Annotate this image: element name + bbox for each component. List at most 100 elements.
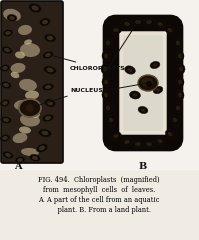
Ellipse shape (132, 93, 138, 97)
Ellipse shape (141, 78, 153, 86)
Ellipse shape (176, 90, 184, 100)
Ellipse shape (138, 75, 158, 91)
Ellipse shape (168, 132, 172, 136)
Ellipse shape (36, 144, 48, 152)
Ellipse shape (5, 31, 11, 35)
Ellipse shape (104, 92, 108, 97)
Ellipse shape (150, 61, 160, 69)
Ellipse shape (18, 25, 32, 35)
Text: CHLOROPLASTS: CHLOROPLASTS (53, 56, 126, 71)
Text: A. A part of the cell from an aquatic: A. A part of the cell from an aquatic (38, 196, 160, 204)
Text: A: A (14, 162, 22, 171)
FancyBboxPatch shape (1, 1, 63, 163)
Ellipse shape (107, 115, 115, 125)
Ellipse shape (42, 114, 54, 122)
Ellipse shape (132, 140, 144, 148)
Ellipse shape (104, 103, 112, 113)
Ellipse shape (106, 106, 110, 110)
Ellipse shape (41, 131, 49, 135)
Ellipse shape (39, 129, 51, 137)
Ellipse shape (21, 148, 39, 156)
Ellipse shape (24, 39, 32, 45)
Ellipse shape (13, 133, 27, 143)
Ellipse shape (174, 103, 182, 113)
Ellipse shape (31, 5, 38, 11)
Ellipse shape (130, 91, 140, 99)
Text: NUCLEUS: NUCLEUS (33, 88, 103, 107)
Ellipse shape (111, 132, 121, 140)
Ellipse shape (140, 108, 145, 112)
Ellipse shape (45, 116, 51, 120)
Ellipse shape (121, 138, 133, 146)
Ellipse shape (3, 29, 13, 37)
Ellipse shape (17, 158, 23, 162)
Ellipse shape (19, 99, 41, 117)
Ellipse shape (42, 20, 48, 24)
Ellipse shape (15, 51, 25, 59)
Text: plant. B. From a land plant.: plant. B. From a land plant. (47, 206, 151, 214)
Ellipse shape (106, 41, 110, 46)
Ellipse shape (0, 65, 10, 72)
Ellipse shape (102, 51, 110, 61)
Ellipse shape (0, 134, 10, 142)
Ellipse shape (102, 90, 110, 100)
Ellipse shape (5, 153, 11, 157)
Text: B: B (139, 162, 147, 171)
Ellipse shape (45, 85, 51, 89)
Ellipse shape (178, 92, 182, 97)
Ellipse shape (104, 54, 108, 59)
Ellipse shape (174, 38, 182, 48)
Ellipse shape (19, 79, 37, 91)
Ellipse shape (25, 90, 39, 100)
Ellipse shape (138, 106, 148, 114)
Ellipse shape (20, 114, 40, 126)
Ellipse shape (176, 77, 184, 87)
Ellipse shape (20, 43, 40, 57)
Ellipse shape (125, 66, 135, 74)
Ellipse shape (43, 51, 53, 59)
Ellipse shape (3, 83, 9, 87)
Ellipse shape (124, 22, 130, 26)
Ellipse shape (3, 118, 9, 122)
Ellipse shape (157, 139, 163, 143)
Ellipse shape (3, 9, 21, 21)
Ellipse shape (135, 20, 141, 24)
Ellipse shape (109, 118, 113, 122)
Ellipse shape (44, 66, 56, 74)
Ellipse shape (103, 66, 107, 72)
Ellipse shape (179, 66, 183, 72)
Ellipse shape (146, 20, 152, 24)
Ellipse shape (127, 68, 133, 72)
Ellipse shape (176, 106, 180, 110)
Ellipse shape (155, 137, 165, 145)
Ellipse shape (176, 41, 180, 46)
Ellipse shape (19, 126, 31, 134)
Ellipse shape (40, 18, 50, 26)
Bar (0, 0, 199, 170)
Ellipse shape (30, 154, 40, 162)
Ellipse shape (44, 34, 56, 42)
Ellipse shape (153, 63, 157, 67)
Ellipse shape (113, 28, 119, 32)
Ellipse shape (2, 66, 8, 70)
Ellipse shape (104, 79, 108, 84)
Ellipse shape (165, 26, 175, 34)
Ellipse shape (102, 77, 110, 87)
FancyBboxPatch shape (120, 32, 166, 134)
Ellipse shape (11, 63, 25, 73)
Ellipse shape (101, 64, 109, 74)
Ellipse shape (45, 53, 51, 57)
Ellipse shape (146, 142, 152, 146)
Ellipse shape (104, 38, 112, 48)
Ellipse shape (15, 156, 25, 163)
Ellipse shape (171, 115, 179, 125)
Circle shape (26, 104, 34, 112)
Ellipse shape (4, 48, 10, 52)
Ellipse shape (110, 26, 122, 34)
Ellipse shape (30, 112, 40, 118)
Ellipse shape (2, 46, 12, 54)
Ellipse shape (32, 156, 38, 160)
Ellipse shape (9, 16, 15, 20)
Ellipse shape (178, 54, 182, 59)
Ellipse shape (7, 14, 17, 22)
